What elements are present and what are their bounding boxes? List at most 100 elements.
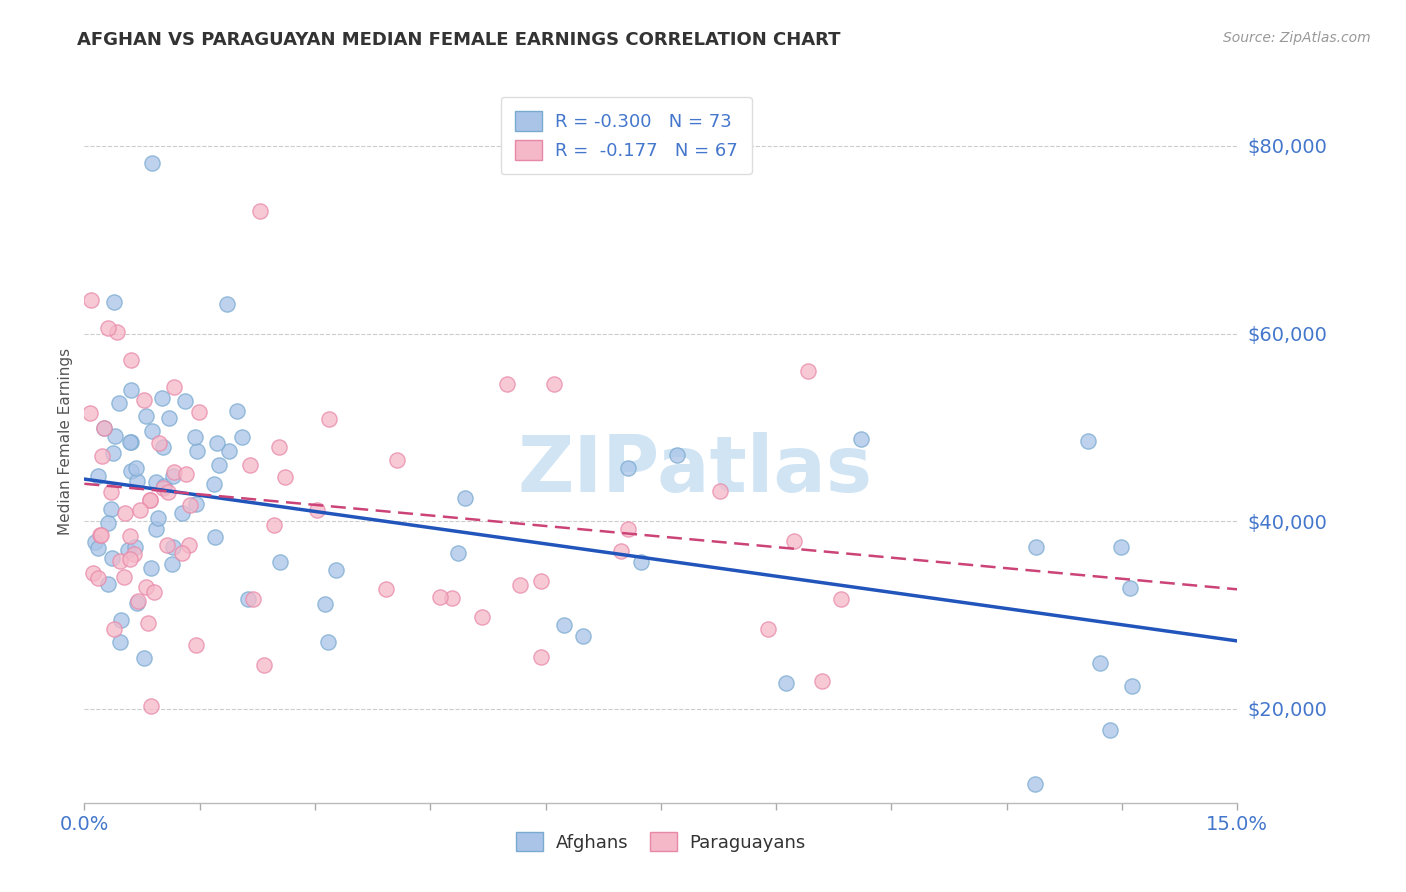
Point xyxy=(447,546,470,560)
Point xyxy=(496,376,519,391)
Point xyxy=(162,468,184,483)
Point xyxy=(665,448,688,462)
Point xyxy=(125,596,148,610)
Point xyxy=(139,560,162,574)
Legend: Afghans, Paraguayans: Afghans, Paraguayans xyxy=(509,824,813,859)
Point xyxy=(91,449,114,463)
Point xyxy=(86,541,108,555)
Point xyxy=(179,499,201,513)
Point xyxy=(103,446,125,460)
Point xyxy=(1118,582,1140,596)
Point xyxy=(530,574,553,589)
Point xyxy=(1099,723,1122,737)
Point xyxy=(204,531,226,545)
Point xyxy=(163,380,186,394)
Point xyxy=(112,570,135,584)
Point xyxy=(775,676,797,690)
Point xyxy=(82,566,104,580)
Point xyxy=(157,485,180,500)
Point xyxy=(150,392,173,406)
Point xyxy=(186,444,208,458)
Point xyxy=(160,557,183,571)
Point xyxy=(429,591,451,605)
Point xyxy=(134,392,156,407)
Point xyxy=(572,629,595,643)
Point xyxy=(170,506,193,520)
Point xyxy=(186,638,208,652)
Point xyxy=(186,498,208,512)
Point xyxy=(120,435,142,450)
Point xyxy=(90,528,112,542)
Point xyxy=(709,484,731,499)
Point xyxy=(89,528,111,542)
Point xyxy=(120,352,142,367)
Point xyxy=(162,541,184,555)
Point xyxy=(385,452,408,467)
Point xyxy=(609,543,631,558)
Point xyxy=(120,464,142,478)
Point xyxy=(811,674,834,689)
Point xyxy=(218,444,240,458)
Point xyxy=(205,435,228,450)
Point xyxy=(274,469,297,483)
Point xyxy=(97,320,120,334)
Point xyxy=(188,404,211,418)
Point xyxy=(141,156,163,170)
Point xyxy=(236,591,259,606)
Point xyxy=(110,614,132,628)
Point xyxy=(849,432,872,446)
Point xyxy=(105,326,128,340)
Point xyxy=(231,430,253,444)
Point xyxy=(129,502,152,516)
Point xyxy=(87,469,110,483)
Point xyxy=(239,458,262,472)
Y-axis label: Median Female Earnings: Median Female Earnings xyxy=(58,348,73,535)
Point xyxy=(135,409,157,423)
Point xyxy=(87,570,110,584)
Point xyxy=(1024,777,1046,791)
Point xyxy=(141,424,163,438)
Point xyxy=(1077,434,1099,448)
Point xyxy=(267,441,290,455)
Point xyxy=(616,522,638,536)
Point xyxy=(118,529,141,543)
Text: AFGHAN VS PARAGUAYAN MEDIAN FEMALE EARNINGS CORRELATION CHART: AFGHAN VS PARAGUAYAN MEDIAN FEMALE EARNI… xyxy=(77,31,841,49)
Point xyxy=(108,396,131,410)
Point xyxy=(139,492,162,507)
Point xyxy=(152,479,174,493)
Text: ZIPatlas: ZIPatlas xyxy=(517,433,873,508)
Point xyxy=(783,534,806,549)
Point xyxy=(797,364,820,378)
Point xyxy=(269,555,291,569)
Point xyxy=(1111,540,1133,554)
Point xyxy=(249,203,271,218)
Point xyxy=(215,296,238,310)
Point xyxy=(173,394,195,409)
Point xyxy=(152,481,174,495)
Point xyxy=(79,406,101,420)
Point xyxy=(97,516,120,531)
Point xyxy=(174,467,197,481)
Point xyxy=(830,591,852,606)
Point xyxy=(630,555,652,569)
Point xyxy=(114,506,136,520)
Point xyxy=(145,522,167,536)
Point xyxy=(120,435,142,450)
Point xyxy=(152,441,174,455)
Point xyxy=(374,582,396,597)
Point xyxy=(314,597,336,611)
Point xyxy=(454,491,477,506)
Point xyxy=(307,503,329,517)
Point xyxy=(108,634,131,648)
Point xyxy=(127,594,149,608)
Point xyxy=(120,383,142,397)
Point xyxy=(553,617,575,632)
Point xyxy=(108,554,131,568)
Point xyxy=(471,610,494,624)
Point xyxy=(100,502,122,516)
Point xyxy=(325,562,347,576)
Point xyxy=(148,436,170,450)
Point xyxy=(1088,656,1111,670)
Point xyxy=(179,538,201,552)
Point xyxy=(318,412,340,426)
